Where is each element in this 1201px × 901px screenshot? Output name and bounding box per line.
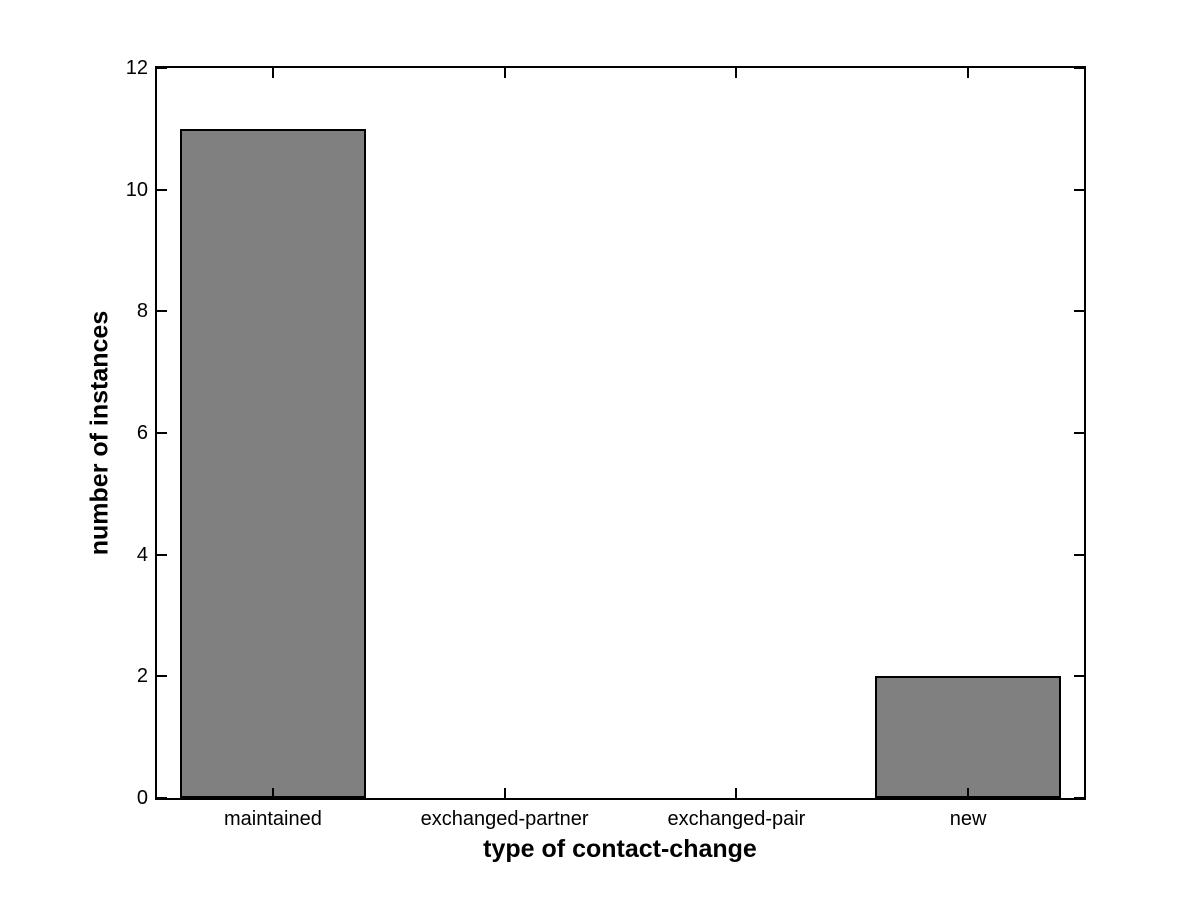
y-tick-mark: [1074, 67, 1084, 69]
y-tick-mark: [1074, 310, 1084, 313]
y-tick-mark: [1074, 188, 1084, 191]
bar-maintained: [180, 128, 366, 798]
x-axis-label: type of contact-change: [483, 835, 757, 863]
x-tick-mark: [735, 68, 738, 78]
y-tick-label: 12: [125, 57, 148, 79]
x-tick-mark: [967, 788, 970, 798]
x-tick-label: new: [949, 808, 987, 830]
y-tick-mark: [1074, 797, 1084, 799]
y-tick-label: 4: [136, 543, 148, 566]
x-tick-mark: [503, 68, 506, 78]
y-tick-mark: [157, 675, 167, 678]
plot-area: [155, 66, 1086, 800]
y-tick-label: 8: [136, 300, 148, 323]
x-tick-label: exchanged-partner: [420, 808, 589, 830]
x-tick-mark: [735, 788, 738, 798]
x-tick-label: exchanged-pair: [667, 808, 806, 830]
y-tick-mark: [157, 432, 167, 434]
y-tick-label: 6: [136, 422, 148, 444]
y-tick-mark: [157, 553, 167, 556]
y-tick-mark: [1074, 675, 1084, 678]
y-tick-mark: [157, 188, 167, 191]
bar-new: [875, 676, 1061, 798]
x-tick-label: maintained: [223, 808, 322, 830]
y-tick-mark: [1074, 553, 1084, 556]
x-tick-mark: [503, 788, 506, 798]
x-tick-mark: [967, 68, 970, 78]
y-tick-mark: [157, 310, 167, 313]
y-tick-label: 2: [136, 665, 148, 688]
y-tick-mark: [157, 67, 167, 69]
y-tick-label: 10: [125, 178, 148, 201]
y-tick-mark: [1074, 432, 1084, 434]
x-tick-mark: [271, 68, 274, 78]
y-tick-mark: [157, 797, 167, 799]
y-tick-label: 0: [136, 787, 148, 809]
x-tick-mark: [271, 788, 274, 798]
